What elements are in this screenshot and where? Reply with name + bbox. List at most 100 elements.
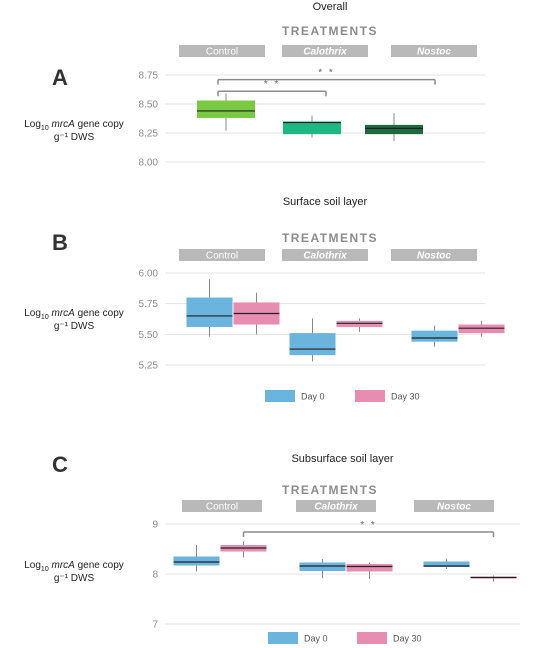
treatments-header: TREATMENTS — [282, 24, 378, 38]
significance-bracket: * * — [217, 79, 327, 97]
legend-label: Day 0 — [304, 634, 328, 644]
category-label: Calothrix — [303, 47, 347, 58]
category-label: Calothrix — [314, 502, 358, 513]
category-header-bar — [182, 500, 262, 512]
box-body — [197, 100, 255, 118]
box — [365, 113, 423, 142]
category-header-bar — [282, 45, 368, 57]
legend-label: Day 30 — [391, 392, 420, 402]
y-tick-label: 8.00 — [139, 158, 159, 169]
y-axis-label-line2: g⁻¹ DWS — [54, 132, 95, 143]
legend-swatch — [268, 632, 298, 644]
box-body — [346, 564, 393, 572]
y-axis-label-part: gene copy — [75, 119, 124, 130]
legend-item: Day 30 — [357, 632, 422, 644]
y-tick-label: 7 — [152, 620, 158, 631]
legend-item: Day 0 — [268, 632, 328, 644]
y-axis-label-subscript: 10 — [41, 314, 49, 321]
y-axis-label-line2: g⁻¹ DWS — [54, 573, 95, 584]
category-header-bar — [391, 45, 477, 57]
significance-label: * * — [264, 79, 281, 90]
box-body — [283, 121, 341, 135]
box-body — [411, 330, 458, 342]
y-axis-label-part: gene copy — [75, 308, 124, 319]
box — [186, 279, 233, 337]
box — [289, 318, 336, 362]
box — [470, 575, 517, 582]
box-body — [336, 320, 383, 327]
legend-swatch — [355, 390, 385, 402]
category-header-bar — [282, 249, 368, 261]
panel-a: Overall TREATMENTS Control Calothrix Nostoc A… — [24, 1, 485, 169]
panel-b: Surface soil layer TREATMENTS Control Calot… — [24, 196, 505, 402]
category-label: Nostoc — [437, 502, 471, 513]
box-body — [458, 324, 505, 334]
y-axis-label-line2: g⁻¹ DWS — [54, 321, 95, 332]
y-tick-label: 5.75 — [139, 299, 159, 310]
box-body — [365, 124, 423, 135]
y-axis-label: Log10 mrcA gene copy — [24, 119, 124, 132]
box-body — [423, 561, 470, 567]
category-label: Control — [206, 47, 238, 58]
box — [283, 115, 341, 138]
box-body — [289, 333, 336, 356]
panel-letter: A — [52, 65, 68, 90]
legend-item: Day 0 — [265, 390, 325, 402]
significance-bracket: * * — [242, 520, 495, 537]
y-axis-label-gene: mrcA — [49, 560, 75, 571]
box — [173, 545, 220, 572]
legend-swatch — [265, 390, 295, 402]
category-header-bar — [414, 500, 494, 512]
y-axis-label-part: Log — [24, 560, 41, 571]
box — [336, 318, 383, 332]
box — [299, 559, 346, 578]
significance-bracket: * * — [217, 68, 436, 85]
significance-label: * * — [360, 520, 377, 531]
treatments-header: TREATMENTS — [282, 483, 378, 497]
category-label: Control — [206, 502, 238, 513]
box-body — [173, 556, 220, 566]
y-tick-label: 5.50 — [139, 330, 159, 341]
y-axis-label-gene: mrcA — [49, 119, 75, 130]
y-axis-label-part: Log — [24, 308, 41, 319]
box — [233, 292, 280, 335]
box-body — [299, 562, 346, 571]
y-tick-label: 6.00 — [139, 269, 159, 280]
legend-label: Day 0 — [301, 392, 325, 402]
legend-item: Day 30 — [355, 390, 420, 402]
panel-letter: C — [52, 452, 68, 477]
category-label: Calothrix — [303, 251, 347, 262]
chart-title: Subsurface soil layer — [291, 453, 393, 465]
y-axis-label-part: gene copy — [75, 560, 124, 571]
legend-swatch — [357, 632, 387, 644]
y-tick-label: 8 — [152, 570, 158, 581]
box — [220, 541, 267, 558]
box-body — [186, 297, 233, 327]
category-header-bar — [391, 249, 477, 261]
category-header-bar — [179, 45, 265, 57]
y-axis-label: Log10 mrcA gene copy — [24, 560, 124, 573]
y-axis-label-subscript: 10 — [41, 566, 49, 573]
y-tick-label: 9 — [152, 520, 158, 531]
significance-label: * * — [318, 68, 335, 79]
category-label: Nostoc — [417, 47, 451, 58]
y-tick-label: 8.25 — [139, 129, 159, 140]
category-header-bar — [296, 500, 376, 512]
y-tick-label: 8.50 — [139, 100, 159, 111]
box — [197, 93, 255, 131]
panel-letter: B — [52, 230, 68, 255]
y-axis-label-part: Log — [24, 119, 41, 130]
legend-label: Day 30 — [393, 634, 422, 644]
box — [411, 325, 458, 347]
y-axis-label-subscript: 10 — [41, 125, 49, 132]
treatments-header: TREATMENTS — [282, 231, 378, 245]
y-axis-label: Log10 mrcA gene copy — [24, 308, 124, 321]
category-label: Nostoc — [417, 251, 451, 262]
panel-c: Subsurface soil layer TREATMENTS Control Ca… — [24, 452, 520, 644]
box — [458, 320, 505, 337]
category-header-bar — [179, 249, 265, 261]
box — [423, 558, 470, 569]
y-axis-label-gene: mrcA — [49, 308, 75, 319]
category-label: Control — [206, 251, 238, 262]
